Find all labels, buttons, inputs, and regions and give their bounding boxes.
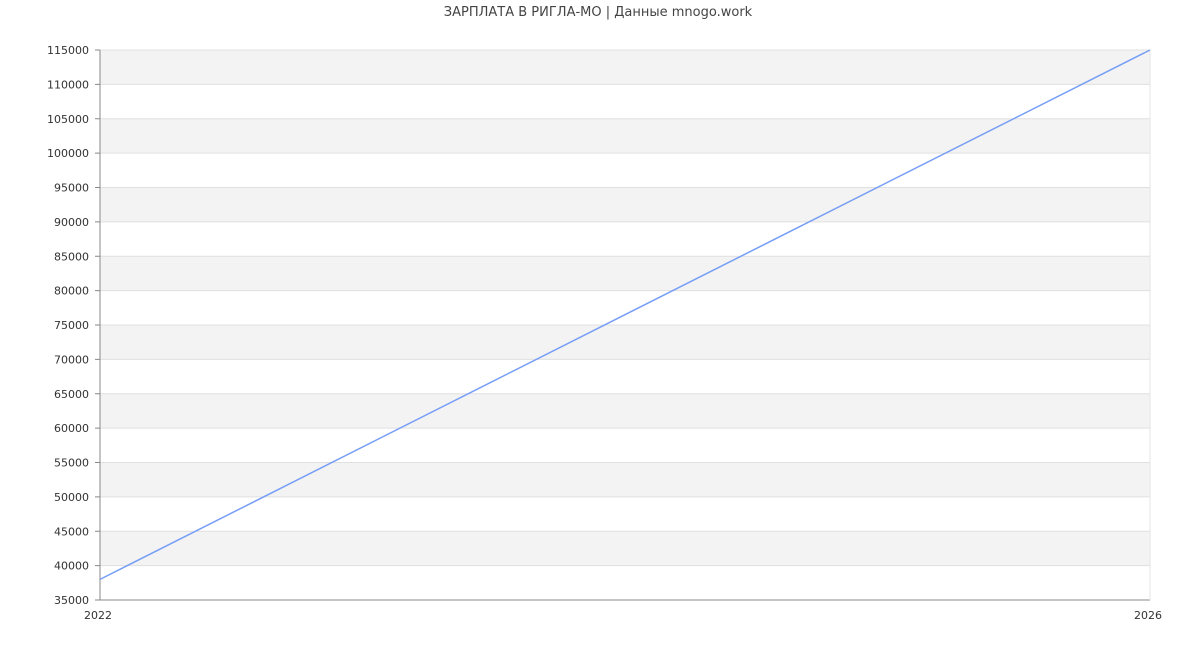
grid-band bbox=[100, 118, 1150, 154]
series-line bbox=[99, 49, 1151, 581]
y-tick-label: 95000 bbox=[54, 182, 89, 195]
x-tick-label: 2022 bbox=[84, 609, 112, 622]
y-tick-label: 70000 bbox=[54, 353, 89, 366]
grid-band bbox=[100, 428, 1150, 463]
grid-band bbox=[100, 256, 1150, 291]
y-tick-label: 50000 bbox=[54, 491, 89, 504]
y-tick-label: 60000 bbox=[54, 422, 89, 435]
grid-band bbox=[100, 359, 1150, 394]
grid-band bbox=[100, 531, 1150, 566]
y-tick-label: 45000 bbox=[54, 525, 89, 538]
x-axis-ticks: 2022 2026 bbox=[84, 609, 1162, 622]
y-axis-ticks: 35000 40000 45000 50000 55000 60000 65000 70000… bbox=[47, 44, 100, 607]
grid-band bbox=[100, 187, 1150, 222]
y-tick-label: 65000 bbox=[54, 388, 89, 401]
y-tick-label: 35000 bbox=[54, 594, 89, 607]
y-tick-label: 80000 bbox=[54, 285, 89, 298]
y-tick-label: 105000 bbox=[47, 113, 89, 126]
y-tick-label: 55000 bbox=[54, 457, 89, 470]
grid-band bbox=[100, 290, 1150, 325]
gridlines bbox=[100, 49, 1150, 567]
grid-band bbox=[100, 393, 1150, 429]
grid-band bbox=[100, 496, 1150, 532]
y-tick-label: 110000 bbox=[47, 78, 89, 91]
grid-band bbox=[100, 221, 1150, 257]
x-tick-label: 2026 bbox=[1134, 609, 1162, 622]
grid-band bbox=[100, 565, 1150, 600]
chart-title: ЗАРПЛАТА В РИГЛА-МО | Данные mnogo.work bbox=[444, 5, 753, 20]
y-tick-label: 90000 bbox=[54, 216, 89, 229]
y-tick-label: 100000 bbox=[47, 147, 89, 160]
grid-band bbox=[100, 50, 1150, 85]
series-group bbox=[99, 49, 1151, 581]
y-tick-label: 115000 bbox=[47, 44, 89, 57]
grid-band bbox=[100, 84, 1150, 119]
grid-band bbox=[100, 462, 1150, 497]
grid-band bbox=[100, 325, 1150, 360]
grid-band bbox=[100, 153, 1150, 188]
background-bands bbox=[100, 50, 1150, 600]
y-tick-label: 40000 bbox=[54, 560, 89, 573]
y-tick-label: 85000 bbox=[54, 250, 89, 263]
y-tick-label: 75000 bbox=[54, 319, 89, 332]
